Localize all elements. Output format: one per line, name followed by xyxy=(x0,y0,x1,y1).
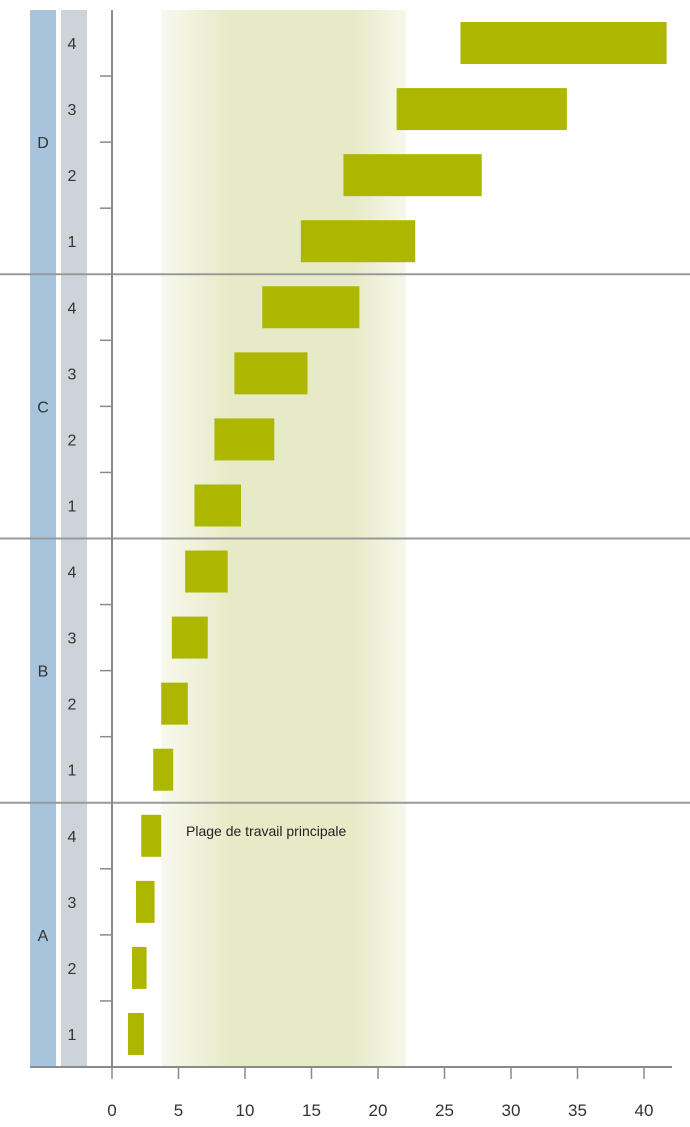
group-label: D xyxy=(37,135,49,152)
x-tick-label: 15 xyxy=(302,1101,321,1120)
bar xyxy=(141,814,162,857)
item-label: 1 xyxy=(68,498,77,515)
item-label: 4 xyxy=(68,565,77,582)
bar xyxy=(135,880,155,923)
item-label: 1 xyxy=(68,234,77,251)
group-label: C xyxy=(37,399,49,416)
bar xyxy=(300,220,416,263)
item-label: 3 xyxy=(68,895,77,912)
bar xyxy=(214,418,275,461)
bar xyxy=(194,484,242,527)
item-label: 4 xyxy=(68,300,77,317)
bar xyxy=(262,286,360,329)
item-label: 3 xyxy=(68,366,77,383)
item-label: 3 xyxy=(68,102,77,119)
bar xyxy=(185,550,228,593)
x-tick-label: 20 xyxy=(369,1101,388,1120)
item-label: 1 xyxy=(68,763,77,780)
bar xyxy=(127,1012,144,1055)
x-tick-label: 40 xyxy=(635,1101,654,1120)
item-label: 4 xyxy=(68,829,77,846)
x-tick-label: 30 xyxy=(502,1101,521,1120)
item-label: 2 xyxy=(68,961,77,978)
item-label: 1 xyxy=(68,1027,77,1044)
x-tick-label: 0 xyxy=(107,1101,116,1120)
highlight-label: Plage de travail principale xyxy=(186,823,347,839)
bar xyxy=(396,88,567,131)
bar xyxy=(234,352,308,395)
bar xyxy=(131,946,147,989)
bar xyxy=(343,154,482,197)
x-tick-label: 25 xyxy=(435,1101,454,1120)
item-label: 2 xyxy=(68,697,77,714)
x-tick-label: 5 xyxy=(174,1101,183,1120)
bar xyxy=(460,22,667,65)
group-label: B xyxy=(38,664,49,681)
x-tick-label: 10 xyxy=(236,1101,255,1120)
x-tick-label: 35 xyxy=(568,1101,587,1120)
bar xyxy=(171,616,208,659)
group-label: A xyxy=(38,928,49,945)
item-label: 4 xyxy=(68,36,77,53)
item-label: 3 xyxy=(68,631,77,648)
bar xyxy=(153,748,174,791)
item-label: 2 xyxy=(68,432,77,449)
item-label: 2 xyxy=(68,168,77,185)
bar xyxy=(161,682,188,725)
